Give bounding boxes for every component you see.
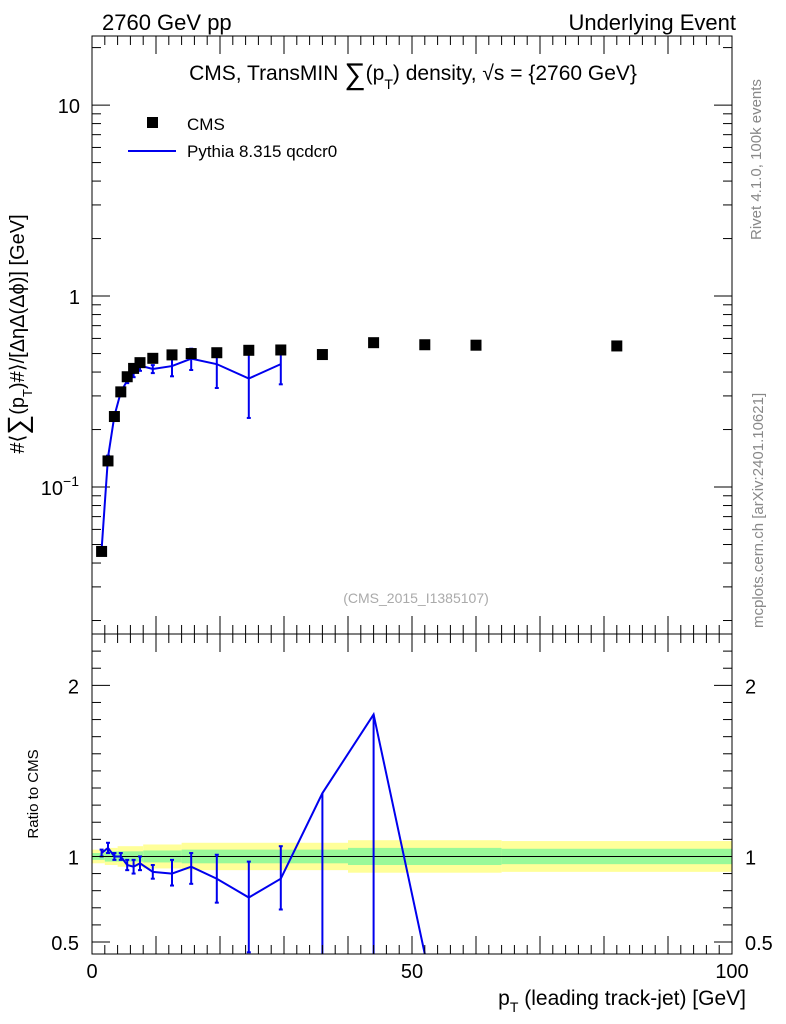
x-tick-label: 0 — [86, 961, 97, 983]
ratio-y-tick-label-left: 0.5 — [51, 933, 79, 955]
main-data-point — [102, 455, 114, 467]
x-tick-label: 50 — [401, 961, 423, 983]
x-tick-label: 100 — [715, 961, 748, 983]
main-data-point — [128, 362, 140, 374]
header-right: Underlying Event — [568, 10, 736, 35]
ylabel-inner: (p — [7, 397, 29, 415]
ratio-panel-frame — [91, 633, 733, 955]
ratio-y-tick-label-right: 1 — [745, 847, 756, 869]
main-data-point — [185, 348, 197, 360]
main-data-point — [316, 349, 328, 361]
xlabel-rest: (leading track-jet) [GeV] — [518, 987, 746, 1010]
main-y-tick-labels: 10−1 1 10 — [41, 96, 80, 500]
plot-title: CMS, TransMIN ∑(pT) density, √s = {2760 … — [189, 58, 637, 92]
main-y-axis-label: #⟨∑(pT)#⟩/[ΔηΔ(Δϕ)] [GeV] — [2, 214, 35, 453]
main-data-point — [121, 371, 133, 383]
main-data-series — [96, 337, 623, 557]
legend-mc-label: Pythia 8.315 qcdcr0 — [187, 142, 337, 161]
ratio-axis-ticks — [91, 634, 733, 954]
title-inner-close: ) — [393, 62, 400, 85]
main-axis-ticks — [91, 36, 733, 634]
mcplots-label: mcplots.cern.ch [arXiv:2401.10621] — [750, 393, 767, 628]
legend: CMS Pythia 8.315 qcdcr0 — [128, 115, 337, 161]
main-data-point — [108, 411, 120, 423]
ratio-y-tick-label-right: 2 — [745, 676, 756, 698]
ratio-y-tick-label-right: 0.5 — [745, 933, 773, 955]
main-data-point — [275, 344, 287, 356]
ratio-y-tick-labels: 0.5 0.5 1 1 2 2 — [51, 676, 773, 955]
ratio-y-tick-label-left: 1 — [68, 847, 79, 869]
header-left: 2760 GeV pp — [102, 10, 232, 35]
rivet-label: Rivet 4.1.0, 100k events — [748, 79, 765, 240]
legend-data-label: CMS — [187, 115, 225, 134]
main-data-point — [611, 340, 623, 352]
ylabel-sub: T — [20, 389, 35, 397]
main-data-point — [166, 349, 178, 361]
ylabel-prefix: #⟨ — [7, 435, 29, 454]
main-data-point — [243, 344, 255, 356]
main-data-point — [419, 339, 431, 351]
main-data-point — [470, 339, 482, 351]
main-mc-line — [100, 357, 282, 550]
main-data-point — [134, 357, 146, 369]
main-data-point — [147, 352, 159, 364]
ratio-y-tick-label-left: 2 — [68, 676, 79, 698]
main-data-point — [115, 386, 127, 398]
title-inner-open: (p — [366, 62, 385, 85]
ratio-x-tick-labels: 0 50 100 — [86, 961, 748, 983]
ylabel-suffix: )#⟩/[ΔηΔ(Δϕ)] [GeV] — [7, 214, 29, 389]
x-axis-label: pT (leading track-jet) [GeV] — [498, 987, 746, 1015]
ylabel-sum: ∑ — [2, 415, 33, 435]
title-sum: ∑ — [344, 58, 365, 91]
xlabel-sub: T — [510, 999, 519, 1015]
legend-data-marker — [147, 117, 158, 128]
title-inner-sub: T — [384, 76, 393, 92]
main-data-point — [211, 347, 223, 359]
xlabel-main: p — [498, 987, 510, 1010]
main-y-tick-label: 1 — [69, 287, 80, 309]
title-prefix: CMS, TransMIN — [189, 62, 344, 85]
main-y-tick-label: 10−1 — [41, 473, 79, 500]
title-suffix: density, √s = {2760 GeV} — [400, 62, 637, 85]
ratio-y-axis-label: Ratio to CMS — [25, 749, 42, 838]
analysis-watermark: (CMS_2015_I1385107) — [343, 590, 489, 606]
ratio-mc-line — [100, 711, 426, 955]
main-data-point — [96, 545, 108, 557]
main-data-point — [368, 337, 380, 349]
main-y-tick-label: 10 — [58, 96, 80, 118]
ratio-mc-series — [99, 711, 426, 955]
